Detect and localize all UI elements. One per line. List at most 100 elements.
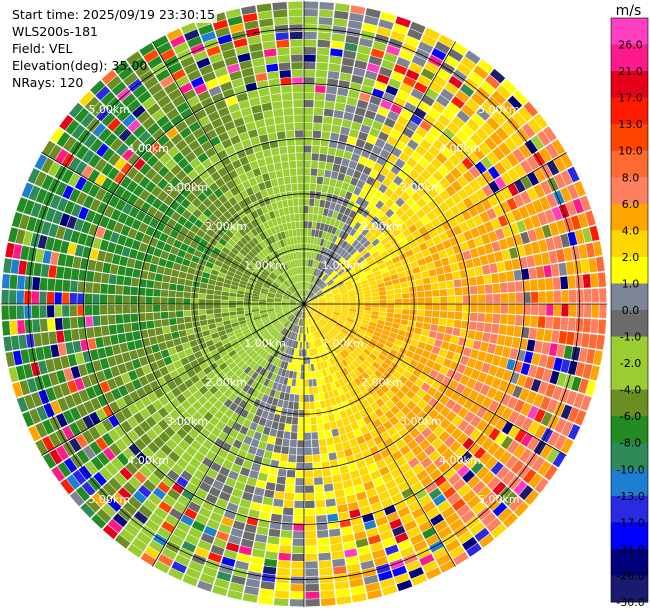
gate-cell bbox=[484, 456, 498, 470]
gate-cell bbox=[258, 251, 266, 259]
gate-cell bbox=[156, 334, 165, 344]
gate-cell bbox=[282, 328, 288, 336]
gate-cell bbox=[265, 482, 276, 491]
gate-cell bbox=[124, 381, 136, 394]
gate-cell bbox=[290, 432, 298, 440]
gate-cell bbox=[276, 567, 291, 576]
gate-cell bbox=[419, 120, 432, 132]
gate-cell bbox=[462, 170, 475, 183]
gate-cell bbox=[197, 181, 209, 192]
gate-cell bbox=[126, 166, 139, 180]
gate-cell bbox=[304, 379, 309, 387]
gate-cell bbox=[45, 207, 56, 223]
gate-cell bbox=[502, 225, 513, 238]
gate-cell bbox=[181, 451, 193, 463]
gate-cell bbox=[225, 145, 236, 156]
gate-cell bbox=[304, 417, 311, 425]
gate-cell bbox=[313, 363, 319, 371]
gate-cell bbox=[211, 118, 223, 129]
gate-cell bbox=[236, 266, 245, 274]
gate-cell bbox=[315, 507, 327, 516]
gate-cell bbox=[233, 273, 242, 280]
gate-cell bbox=[461, 209, 472, 221]
gate-cell bbox=[311, 145, 320, 154]
gate-cell bbox=[208, 405, 219, 416]
gate-cell bbox=[383, 142, 394, 153]
gate-cell bbox=[260, 290, 268, 295]
gate-cell bbox=[331, 550, 345, 560]
gate-cell bbox=[289, 302, 297, 304]
gate-cell bbox=[246, 386, 255, 396]
gate-cell bbox=[218, 272, 227, 279]
gate-cell bbox=[389, 518, 403, 530]
gate-cell bbox=[308, 206, 314, 214]
gate-cell bbox=[153, 436, 165, 449]
gate-cell bbox=[117, 265, 126, 276]
gate-cell bbox=[269, 288, 277, 294]
range-ring-label: 1.00km bbox=[322, 337, 364, 350]
gate-cell bbox=[402, 433, 414, 444]
gate-cell bbox=[312, 315, 318, 322]
gate-cell bbox=[88, 372, 99, 386]
gate-cell bbox=[539, 147, 553, 163]
gate-cell bbox=[421, 329, 430, 337]
gate-cell bbox=[265, 443, 275, 452]
gate-cell bbox=[393, 357, 402, 366]
gate-cell bbox=[177, 495, 191, 507]
gate-cell bbox=[432, 362, 442, 372]
gate-cell bbox=[426, 337, 436, 346]
gate-cell bbox=[506, 358, 516, 371]
gate-cell bbox=[217, 34, 233, 45]
gate-cell bbox=[250, 136, 261, 146]
gate-cell bbox=[233, 38, 248, 48]
gate-cell bbox=[289, 299, 297, 303]
gate-cell bbox=[335, 255, 342, 263]
gate-cell bbox=[390, 385, 400, 395]
gate-cell bbox=[371, 238, 380, 247]
gate-cell bbox=[279, 391, 286, 400]
gate-cell bbox=[498, 324, 507, 335]
gate-cell bbox=[370, 402, 380, 412]
gate-cell bbox=[311, 153, 319, 161]
gate-cell bbox=[335, 148, 345, 158]
gate-cell bbox=[304, 402, 310, 410]
gate-cell bbox=[308, 292, 314, 299]
gate-cell bbox=[215, 242, 225, 251]
gate-cell bbox=[401, 309, 410, 315]
gate-cell bbox=[221, 138, 233, 149]
gate-cell bbox=[271, 452, 281, 461]
gate-cell bbox=[215, 530, 230, 542]
gate-cell bbox=[314, 229, 320, 238]
gate-cell bbox=[406, 120, 419, 132]
gate-cell bbox=[86, 117, 101, 133]
gate-cell bbox=[542, 368, 553, 383]
gate-cell bbox=[286, 322, 292, 329]
gate-cell bbox=[357, 374, 366, 383]
gate-cell bbox=[48, 331, 58, 345]
gate-cell bbox=[429, 369, 439, 379]
gate-cell bbox=[331, 194, 339, 203]
gate-cell bbox=[449, 361, 460, 371]
gate-cell bbox=[206, 357, 216, 366]
gate-cell bbox=[561, 290, 569, 303]
gate-cell bbox=[81, 165, 94, 180]
gate-cell bbox=[507, 425, 521, 439]
gate-cell bbox=[255, 365, 263, 374]
gate-cell bbox=[249, 421, 258, 431]
gate-cell bbox=[258, 223, 266, 232]
gate-cell bbox=[152, 369, 163, 380]
gate-cell bbox=[421, 94, 435, 107]
gate-cell bbox=[342, 326, 350, 333]
gate-cell bbox=[130, 286, 139, 296]
gate-cell bbox=[251, 259, 259, 266]
gate-cell bbox=[222, 316, 230, 322]
gate-cell bbox=[73, 218, 85, 232]
gate-cell bbox=[231, 235, 240, 244]
gate-cell bbox=[258, 401, 266, 410]
gate-cell bbox=[101, 325, 110, 336]
gate-cell bbox=[239, 60, 253, 70]
gate-cell bbox=[89, 138, 104, 153]
gate-cell bbox=[248, 239, 257, 248]
gate-cell bbox=[415, 208, 426, 219]
gate-cell bbox=[152, 35, 169, 49]
